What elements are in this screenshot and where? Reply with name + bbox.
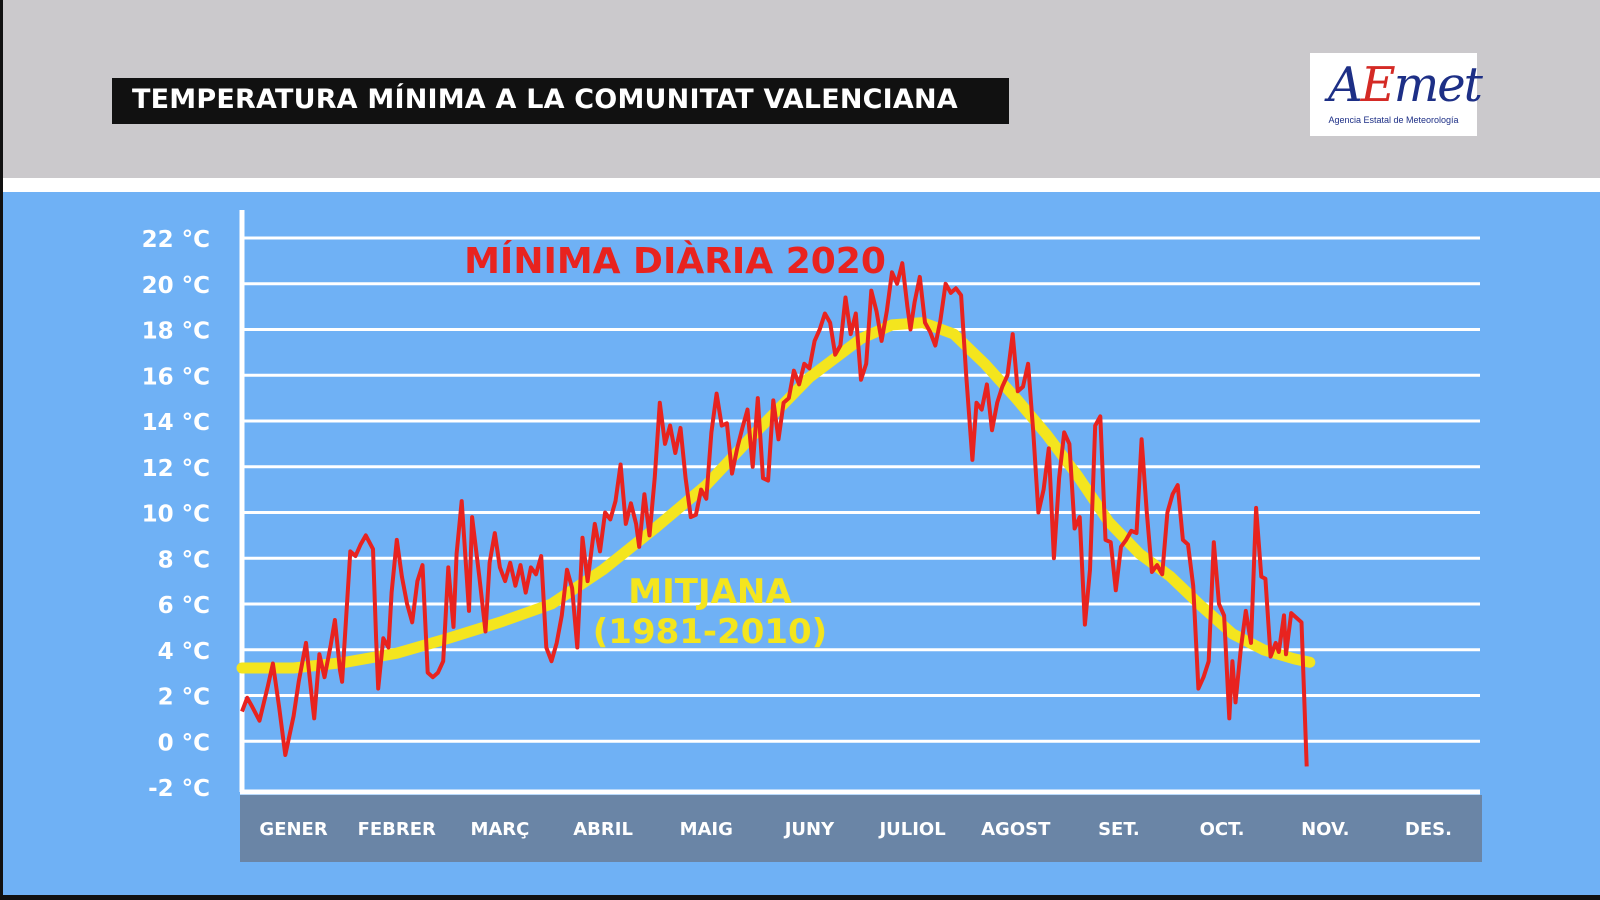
logo-letter-a: A bbox=[1328, 57, 1363, 113]
month-label: SET. bbox=[1098, 819, 1140, 840]
month-label: AGOST bbox=[981, 819, 1051, 840]
aemet-logo: AEmet Agencia Estatal de Meteorología bbox=[1310, 53, 1483, 136]
bottom-bar bbox=[0, 895, 1600, 900]
y-tick-label: 4 °C bbox=[158, 639, 210, 665]
month-label: OCT. bbox=[1200, 819, 1245, 840]
y-tick-label: 22 °C bbox=[142, 227, 210, 253]
y-tick-label: 14 °C bbox=[142, 410, 210, 436]
daily-series-label: MÍNIMA DIÀRIA 2020 bbox=[464, 240, 886, 282]
average-line bbox=[236, 317, 1316, 674]
y-tick-label: 0 °C bbox=[158, 730, 210, 756]
month-label: FEBRER bbox=[358, 819, 436, 840]
y-tick-label: 6 °C bbox=[158, 593, 210, 619]
y-tick-label: 10 °C bbox=[142, 502, 210, 528]
chart-title: TEMPERATURA MÍNIMA A LA COMUNITAT VALENC… bbox=[132, 84, 958, 115]
logo-subtitle: Agencia Estatal de Meteorología bbox=[1328, 115, 1459, 125]
month-label: MARÇ bbox=[470, 819, 529, 840]
logo-letter-e: E bbox=[1360, 57, 1396, 113]
plot-background bbox=[3, 192, 1600, 895]
logo-letters-met: met bbox=[1393, 57, 1483, 113]
average-series-label: MITJANA bbox=[628, 572, 792, 612]
month-label: NOV. bbox=[1301, 819, 1349, 840]
title-box bbox=[112, 78, 1009, 124]
month-band: GENER FEBRER MARÇ ABRIL MAIG JUNY JULIOL AGOST S… bbox=[240, 795, 1482, 862]
header-divider bbox=[3, 178, 1600, 192]
daily-minimum-line bbox=[240, 261, 1309, 767]
y-tick-label: 16 °C bbox=[142, 364, 210, 390]
month-band-bg bbox=[240, 795, 1482, 862]
month-label: GENER bbox=[259, 819, 327, 840]
month-label: JULIOL bbox=[877, 819, 945, 840]
y-tick-label: -2 °C bbox=[148, 776, 210, 802]
average-period-label: (1981-2010) bbox=[593, 612, 827, 652]
y-tick-label: 2 °C bbox=[158, 685, 210, 711]
axes bbox=[239, 210, 1480, 795]
month-label: MAIG bbox=[680, 819, 733, 840]
grid-lines bbox=[242, 236, 1480, 743]
series-labels: MÍNIMA DIÀRIA 2020 MITJANA(1981-2010) bbox=[464, 240, 886, 652]
y-axis-tick-labels: -2 °C 0 °C 2 °C 4 °C 6 °C 8 °C 10 °C 12 °C 14 °C… bbox=[142, 227, 210, 802]
series-lines bbox=[236, 261, 1316, 767]
month-label: DES. bbox=[1405, 819, 1452, 840]
y-tick-label: 8 °C bbox=[158, 547, 210, 573]
y-tick-label: 20 °C bbox=[142, 273, 210, 299]
y-tick-label: 12 °C bbox=[142, 456, 210, 482]
month-label: ABRIL bbox=[573, 819, 633, 840]
month-label: JUNY bbox=[783, 819, 835, 840]
y-tick-label: 18 °C bbox=[142, 319, 210, 345]
logo-wordmark: AEmet bbox=[1328, 57, 1483, 113]
